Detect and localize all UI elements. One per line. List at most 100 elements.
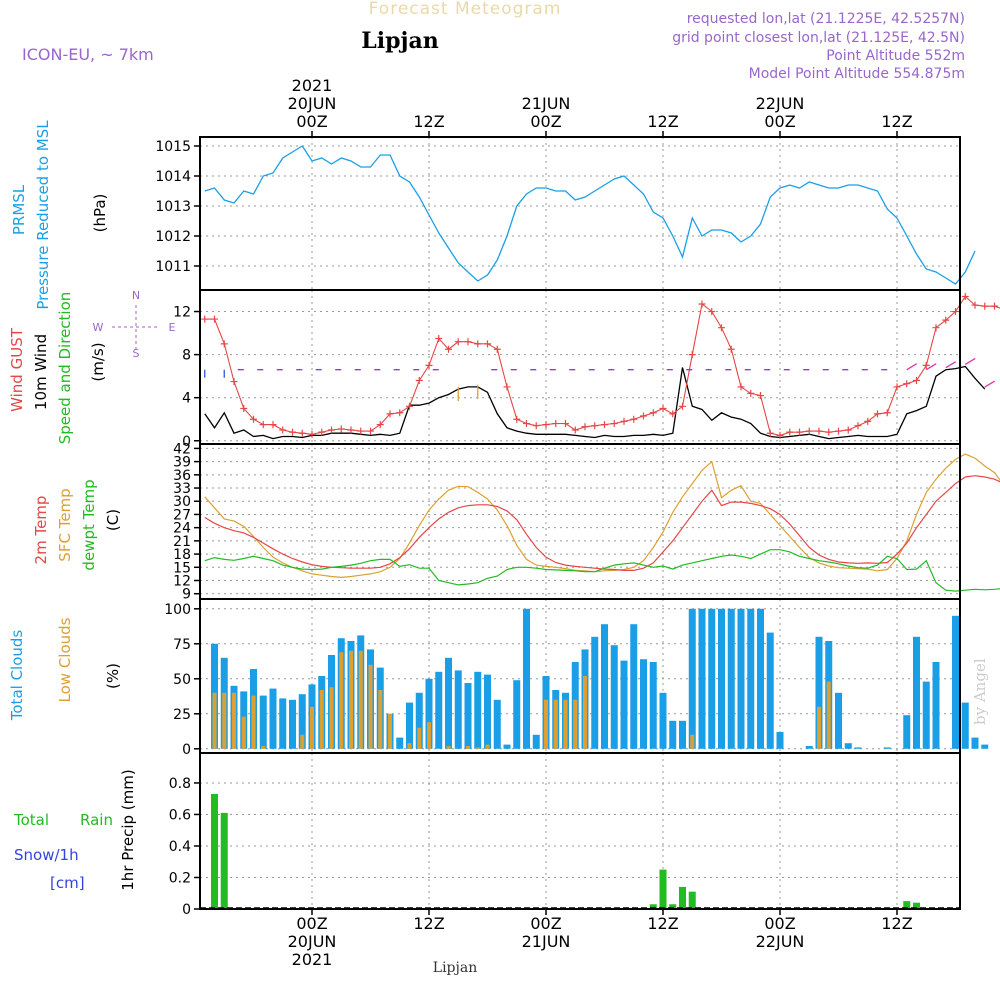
low-cloud-bar [349, 650, 353, 749]
low-cloud-bar [232, 692, 236, 749]
total-cloud-bar [883, 747, 891, 749]
time-label-top: 00Z [296, 112, 327, 131]
y-tick-label: 12 [173, 305, 191, 321]
low-cloud-bar [358, 650, 363, 749]
time-label-bottom: 12Z [881, 914, 912, 933]
total-cloud-bar [718, 608, 725, 749]
panel-frame [199, 752, 961, 910]
low-cloud-bar [339, 652, 344, 749]
gust-marker [259, 421, 267, 429]
time-label-bottom: 12Z [647, 914, 678, 933]
y-tick-label: 0 [182, 742, 191, 758]
total-cloud-bar [805, 746, 813, 749]
gust-marker [805, 427, 813, 435]
precip-bar [903, 901, 911, 909]
total-cloud-bar [445, 657, 452, 749]
y-tick-label: 36 [173, 468, 191, 484]
gust-marker [406, 402, 413, 410]
low-cloud-bar [407, 743, 412, 749]
precip-bar [688, 891, 696, 909]
gust-marker [201, 315, 209, 323]
low-cloud-bar [544, 699, 548, 749]
gust-marker [630, 415, 638, 423]
total-cloud-bar [922, 681, 930, 749]
low-cloud-bar [417, 727, 422, 749]
time-label-bottom: 22JUN [756, 932, 805, 951]
low-cloud-bar [251, 695, 256, 749]
credit-watermark: by Angel [971, 658, 989, 725]
y-tick-label: 1012 [155, 229, 191, 245]
total-cloud-bar [415, 692, 423, 749]
gust-marker [396, 409, 404, 417]
gust-marker [854, 422, 862, 430]
precip-label-rain: Rain [80, 811, 113, 829]
temp-label-sfc: SFC Temp [56, 488, 74, 561]
precip-bar [649, 904, 657, 909]
gust-marker [727, 345, 735, 353]
y-tick-label: 30 [173, 494, 191, 510]
gust-marker [718, 324, 725, 332]
wind-direction-arrow [984, 380, 996, 388]
total-cloud-bar [474, 671, 482, 749]
gust-marker [942, 316, 950, 324]
total-cloud-bar [815, 636, 823, 749]
wind-direction-arrow [906, 363, 918, 371]
time-label-top: 12Z [413, 112, 444, 131]
compass-e: E [169, 321, 176, 334]
gust-marker [289, 428, 296, 436]
y-tick-label: 0.4 [169, 839, 191, 855]
gust-marker [971, 301, 979, 309]
total-cloud-bar [679, 720, 686, 749]
gust-marker [435, 334, 443, 342]
y-tick-label: 100 [164, 602, 191, 618]
precip-label-cm: [cm] [50, 874, 85, 892]
total-cloud-bar [523, 608, 530, 749]
y-tick-label: 25 [173, 707, 191, 723]
total-cloud-bar [766, 632, 774, 749]
gust-marker [250, 415, 257, 423]
total-cloud-bar [630, 624, 638, 749]
gust-marker [240, 404, 248, 412]
wind-label-gust: Wind GUST [8, 327, 26, 412]
requested-coords: requested lon,lat (21.1225E, 42.5257N) [687, 11, 965, 27]
total-cloud-bar [396, 737, 404, 749]
total-cloud-bar [289, 699, 296, 749]
low-cloud-bar [485, 744, 490, 749]
dewpt-temp-line [204, 549, 1000, 592]
y-tick-label: 12 [173, 574, 191, 590]
total-cloud-bar [620, 660, 628, 749]
precip-bar [913, 902, 920, 909]
low-cloud-bar [466, 746, 470, 749]
y-tick-label: 0.8 [169, 776, 191, 792]
total-cloud-bar [298, 694, 306, 749]
total-cloud-bar [503, 744, 511, 749]
low-cloud-bar [446, 746, 451, 749]
gust-marker [640, 412, 647, 420]
time-label-top: 12Z [647, 112, 678, 131]
y-tick-label: 42 [173, 441, 191, 457]
total-cloud-bar [425, 678, 433, 749]
time-label-top: 00Z [530, 112, 561, 131]
compass-n: N [132, 289, 140, 302]
cloud-unit: (%) [104, 663, 122, 689]
gust-marker [825, 428, 833, 436]
gust-marker [376, 421, 384, 429]
total-cloud-bar [913, 636, 920, 749]
gust-marker [454, 338, 462, 346]
compass: N S W E [93, 289, 176, 360]
y-tick-label: 1013 [155, 199, 191, 215]
gust-marker [269, 421, 277, 429]
pressure-unit: (hPa) [91, 194, 109, 233]
gust-marker [601, 421, 608, 429]
total-cloud-bar [493, 699, 501, 749]
temp-label-dewpt: dewpt Temp [80, 479, 98, 570]
compass-s: S [133, 347, 140, 360]
wind-speed-line [204, 365, 986, 440]
gust-marker [708, 308, 716, 316]
y-tick-label: 0.6 [169, 807, 191, 823]
gust-marker [903, 380, 911, 388]
gust-marker [425, 361, 433, 369]
precip-label-snow: Snow/1h [14, 846, 79, 864]
gust-marker [347, 426, 355, 434]
gust-marker [883, 409, 891, 417]
